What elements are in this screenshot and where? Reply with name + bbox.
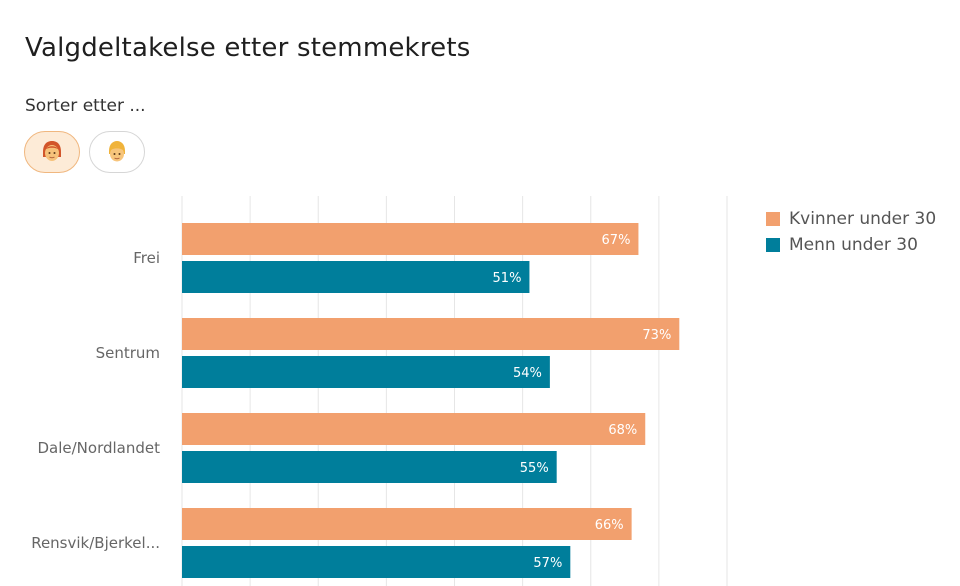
legend-item-women[interactable]: Kvinner under 30 — [766, 206, 936, 232]
data-label: 68% — [608, 423, 637, 438]
woman-emoji-icon — [43, 141, 61, 161]
data-label: 57% — [533, 556, 562, 571]
bar — [182, 356, 550, 388]
data-label: 51% — [493, 271, 522, 286]
legend: Kvinner under 30 Menn under 30 — [766, 206, 936, 258]
bar — [182, 451, 557, 483]
legend-label-women: Kvinner under 30 — [789, 209, 937, 229]
category-label: Sentrum — [96, 344, 160, 362]
data-label: 73% — [642, 328, 671, 343]
data-label: 66% — [595, 518, 624, 533]
chart-title: Valgdeltakelse etter stemmekrets — [25, 33, 471, 63]
bar — [182, 413, 646, 445]
legend-label-men: Menn under 30 — [789, 235, 918, 255]
bar — [182, 223, 639, 255]
category-label: Dale/Nordlandet — [37, 439, 160, 457]
man-emoji-icon — [109, 141, 125, 162]
data-label: 67% — [602, 233, 631, 248]
legend-swatch-men — [766, 238, 780, 252]
legend-item-men[interactable]: Menn under 30 — [766, 232, 936, 258]
category-label: Rensvik/Bjerkel... — [31, 534, 160, 552]
bar — [182, 261, 530, 293]
category-label: Frei — [133, 249, 160, 267]
bar — [182, 546, 571, 578]
data-label: 55% — [520, 461, 549, 476]
sort-label: Sorter etter ... — [25, 96, 146, 116]
bar — [182, 318, 680, 350]
data-label: 54% — [513, 366, 542, 381]
sort-by-men-button[interactable] — [89, 131, 145, 173]
bar — [182, 508, 632, 540]
bar-chart: Frei 67% 51% Sentrum 73% 54% Dale/Nordlandet 68… — [31, 196, 728, 586]
legend-swatch-women — [766, 212, 780, 226]
sort-by-women-button[interactable] — [24, 131, 80, 173]
